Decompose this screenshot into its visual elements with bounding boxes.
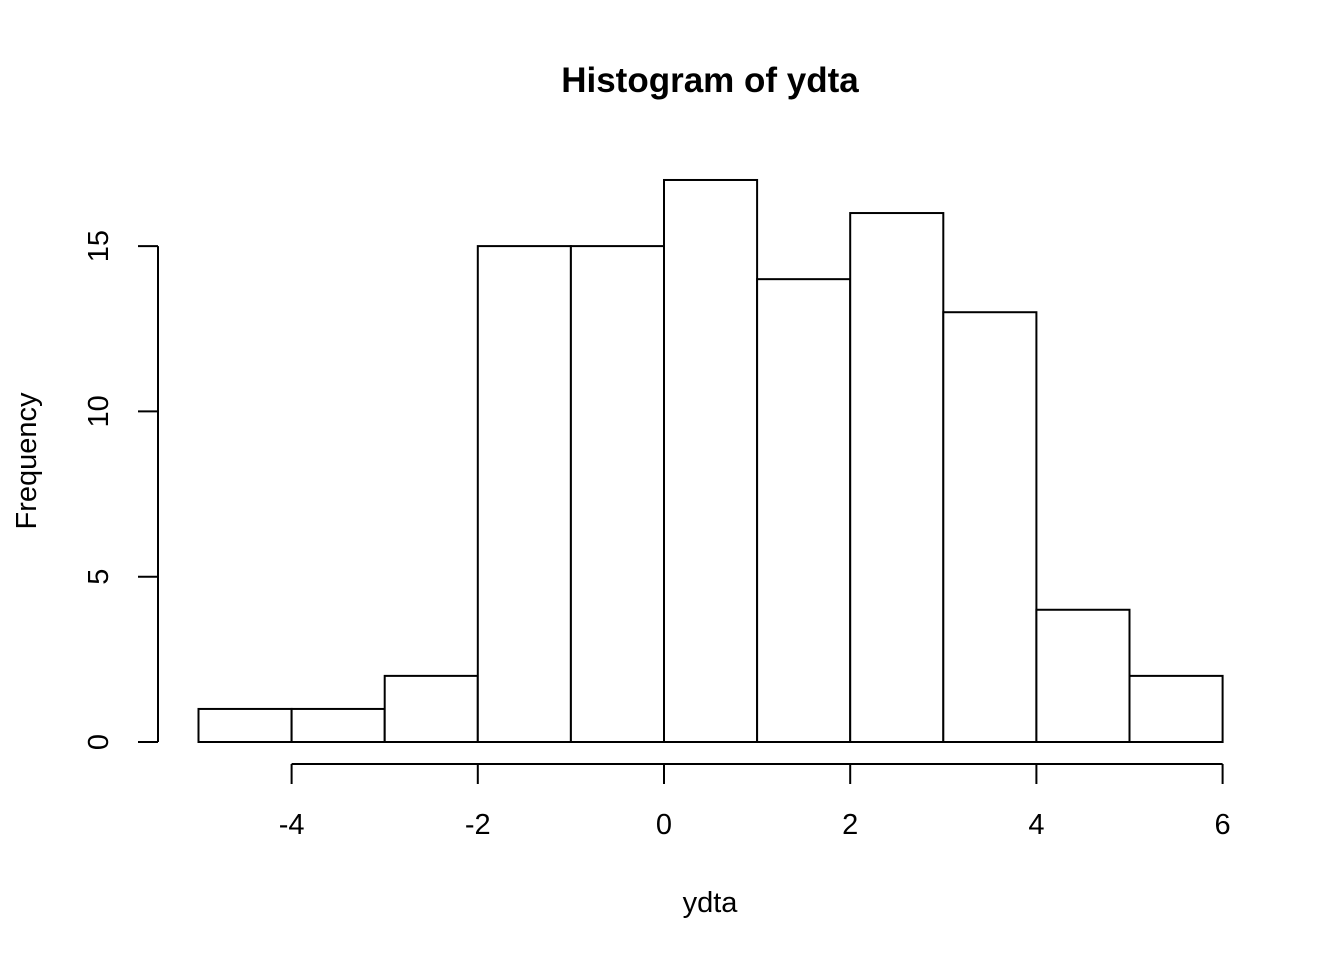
- x-tick-label: 0: [656, 809, 672, 841]
- y-tick-label: 5: [83, 569, 115, 585]
- histogram-bar-4: [569, 245, 666, 743]
- x-tick-label: -2: [465, 809, 491, 841]
- y-tick-label: 0: [83, 734, 115, 750]
- histogram-bar-10: [1128, 674, 1224, 744]
- histogram-bar-9: [1035, 608, 1131, 744]
- histogram-bar-5: [663, 178, 759, 744]
- y-tick-label: 15: [83, 230, 115, 262]
- x-axis-label: ydta: [683, 887, 739, 919]
- y-axis-label: Frequency: [11, 392, 43, 530]
- histogram-bar-1: [290, 707, 386, 744]
- x-tick-label: -4: [279, 809, 305, 841]
- chart-title: Histogram of ydta: [561, 61, 859, 100]
- histogram-bar-7: [849, 212, 945, 744]
- histogram-bar-2: [383, 674, 479, 744]
- histogram-bar-0: [197, 707, 293, 744]
- x-tick-label: 6: [1215, 809, 1231, 841]
- bars-group: [197, 178, 1224, 744]
- y-tick-label: 10: [83, 395, 115, 427]
- histogram-bar-6: [756, 278, 852, 743]
- y-axis: 0 5 10 15: [83, 230, 159, 750]
- x-axis: -4 -2 0 2 4 6: [279, 763, 1231, 841]
- x-tick-label: 4: [1028, 809, 1044, 841]
- histogram-bar-8: [942, 311, 1038, 743]
- x-tick-label: 2: [842, 809, 858, 841]
- histogram-bar-3: [476, 245, 572, 743]
